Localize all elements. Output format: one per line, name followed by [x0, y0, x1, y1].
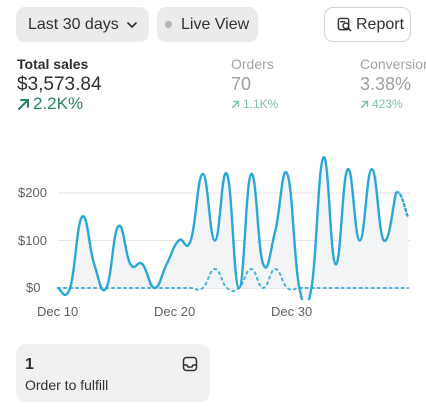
y-tick-label: $200: [18, 185, 47, 200]
date-range-label: Last 30 days: [28, 15, 119, 33]
live-view-button[interactable]: Live View: [157, 7, 258, 42]
fulfill-label: Order to fulfill: [25, 377, 109, 393]
metric-value: $3,573.84: [17, 74, 102, 95]
x-tick-label: Dec 20: [154, 304, 196, 319]
sales-line-chart: [56, 156, 410, 300]
metric-total-sales[interactable]: Total sales $3,573.84 2.2K%: [17, 56, 102, 113]
orders-to-fulfill-card[interactable]: 1 Order to fulfill: [16, 344, 210, 402]
date-range-button[interactable]: Last 30 days: [16, 7, 149, 42]
sales-series-current-segment: [395, 191, 410, 218]
live-status-dot: [165, 21, 172, 28]
report-label: Report: [356, 15, 405, 33]
series-area: [58, 157, 408, 300]
live-view-label: Live View: [181, 15, 250, 33]
metric-delta-value: 1.1K%: [243, 97, 279, 111]
metric-orders[interactable]: Orders 70 1.1K%: [231, 56, 278, 113]
arrow-up-right-icon: [360, 100, 369, 108]
x-tick-label: Dec 30: [271, 304, 313, 319]
metric-conversion[interactable]: Conversion 3.38% 423%: [360, 56, 426, 113]
inbox-icon: [182, 356, 198, 372]
y-tick-label: $0: [26, 280, 41, 295]
sales-series-line: [56, 156, 398, 300]
metric-delta: 1.1K%: [231, 95, 278, 113]
metric-label: Conversion: [360, 56, 426, 72]
report-icon: [337, 17, 352, 32]
chevron-down-icon: [126, 21, 137, 28]
metric-label: Orders: [231, 56, 274, 72]
metric-value: 3.38%: [360, 74, 412, 94]
metric-delta-value: 423%: [372, 97, 403, 111]
arrow-up-right-icon: [18, 98, 29, 110]
y-tick-label: $100: [18, 233, 47, 248]
metric-delta: 2.2K%: [17, 95, 102, 113]
report-button[interactable]: Report: [324, 7, 411, 42]
metric-delta: 423%: [360, 95, 426, 113]
x-tick-label: Dec 10: [37, 304, 79, 319]
metric-delta-value: 2.2K%: [33, 94, 84, 113]
metric-label: Total sales: [17, 56, 89, 72]
comparison-series-line: [57, 267, 409, 293]
fulfill-count: 1: [25, 356, 34, 373]
arrow-up-right-icon: [231, 100, 240, 108]
metric-value: 70: [231, 74, 252, 94]
